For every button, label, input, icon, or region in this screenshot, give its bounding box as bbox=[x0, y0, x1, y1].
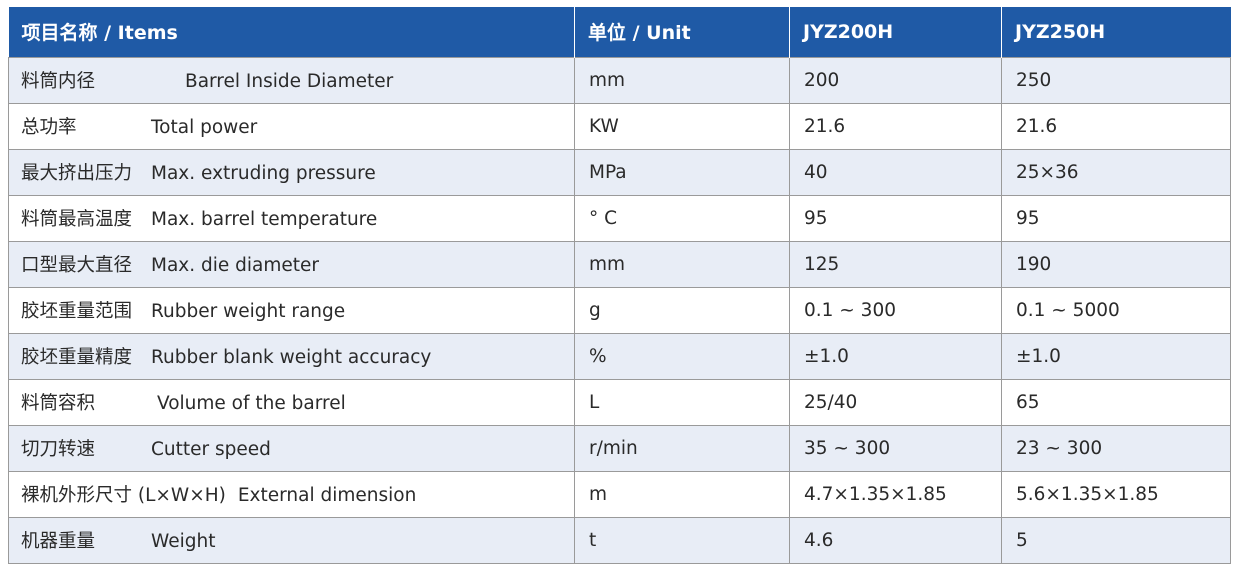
row-item-cell: 最大挤出压力 Max. extruding pressure bbox=[8, 148, 575, 196]
jyz250h-value-cell: 5.6×1.35×1.85 bbox=[1001, 470, 1231, 518]
jyz200h-value-cell: 95 bbox=[789, 194, 1002, 242]
row-item-cell: 料筒最高温度 Max. barrel temperature bbox=[8, 194, 575, 242]
row-item-cell: 切刀转速 Cutter speed bbox=[8, 424, 575, 472]
item-english-label: Rubber weight range bbox=[151, 301, 346, 322]
jyz200h-value-cell: 4.7×1.35×1.85 bbox=[789, 470, 1002, 518]
jyz250h-value-cell: 5 bbox=[1001, 516, 1231, 564]
jyz200h-value-cell: 4.6 bbox=[789, 516, 1002, 564]
unit-cell: mm bbox=[574, 240, 790, 288]
unit-cell: % bbox=[574, 332, 790, 380]
row-item-cell: 口型最大直径 Max. die diameter bbox=[8, 240, 575, 288]
row-item-cell: 总功率 Total power bbox=[8, 102, 575, 150]
item-english-label: Cutter speed bbox=[151, 439, 271, 460]
jyz200h-value-cell: 25/40 bbox=[789, 378, 1002, 426]
item-chinese-label: 机器重量 bbox=[21, 531, 96, 552]
unit-cell: ° C bbox=[574, 194, 790, 242]
header-model-jyz250h: JYZ250H bbox=[1015, 20, 1106, 43]
item-chinese-label: 料筒最高温度 bbox=[21, 209, 133, 230]
row-item-cell: 胶坯重量范围 Rubber weight range bbox=[8, 286, 575, 334]
unit-cell: t bbox=[574, 516, 790, 564]
table-row: 最大挤出压力 Max. extruding pressure MPa 40 25×36 bbox=[8, 148, 1231, 196]
table-row: 料筒内径 Barrel Inside Diameter mm 200 250 bbox=[8, 56, 1231, 104]
item-chinese-label: 胶坯重量范围 bbox=[21, 301, 133, 322]
item-chinese-label: 总功率 bbox=[21, 117, 77, 138]
item-english-label: Barrel Inside Diameter bbox=[185, 71, 394, 92]
table-row: 切刀转速 Cutter speed r/min 35 ~ 300 23 ~ 300 bbox=[8, 424, 1231, 472]
table-row: 口型最大直径 Max. die diameter mm 125 190 bbox=[8, 240, 1231, 288]
row-item-cell: 裸机外形尺寸 (L×W×H) External dimension bbox=[8, 470, 575, 518]
jyz250h-value-cell: 0.1 ~ 5000 bbox=[1001, 286, 1231, 334]
item-english-label: Max. extruding pressure bbox=[151, 163, 376, 184]
table-row: 总功率 Total power KW 21.6 21.6 bbox=[8, 102, 1231, 150]
unit-cell: r/min bbox=[574, 424, 790, 472]
unit-cell: KW bbox=[574, 102, 790, 150]
jyz200h-value-cell: 21.6 bbox=[789, 102, 1002, 150]
table-row: 胶坯重量精度 Rubber blank weight accuracy% ±1.0 ±… bbox=[8, 332, 1231, 380]
table-row: 料筒最高温度 Max. barrel temperature ° C 95 95 bbox=[8, 194, 1231, 242]
table-header: 项目名称 / Items 单位 / Unit JYZ200H JYZ250H bbox=[8, 7, 1231, 57]
jyz250h-value-cell: 250 bbox=[1001, 56, 1231, 104]
spec-table: 项目名称 / Items 单位 / Unit JYZ200H JYZ250H 料… bbox=[8, 7, 1231, 564]
table-row: 胶坯重量范围 Rubber weight range g 0.1 ~ 300 0.1 ~… bbox=[8, 286, 1231, 334]
item-chinese-label: 切刀转速 bbox=[21, 439, 96, 460]
jyz250h-value-cell: 25×36 bbox=[1001, 148, 1231, 196]
jyz250h-value-cell: 95 bbox=[1001, 194, 1231, 242]
jyz200h-value-cell: 40 bbox=[789, 148, 1002, 196]
header-items: 项目名称 / Items bbox=[8, 7, 575, 57]
header-model-jyz200h: JYZ200H bbox=[789, 7, 1002, 57]
item-english-label: External dimension bbox=[237, 485, 417, 506]
item-english-label: Max. barrel temperature bbox=[151, 209, 378, 230]
item-english-label: Rubber blank weight accuracy bbox=[151, 347, 432, 368]
row-item-cell: 胶坯重量精度 Rubber blank weight accuracy bbox=[8, 332, 575, 380]
jyz250h-value-cell: ±1.0 bbox=[1001, 332, 1231, 380]
row-item-cell: 机器重量 Weight bbox=[8, 516, 575, 564]
header-row: 项目名称 / Items 单位 / Unit JYZ200H JYZ250H bbox=[8, 7, 1231, 57]
unit-cell: mm bbox=[574, 56, 790, 104]
row-item-cell: 料筒容积 Volume of the barrel bbox=[8, 378, 575, 426]
table-row: 裸机外形尺寸 (L×W×H) External dimension m 4.7×1.3… bbox=[8, 470, 1231, 518]
jyz250h-value-cell: 65 bbox=[1001, 378, 1231, 426]
table-body: 料筒内径 Barrel Inside Diameter mm 200 250 总功率 Tot… bbox=[8, 56, 1231, 564]
row-item-cell: 料筒内径 Barrel Inside Diameter bbox=[8, 56, 575, 104]
item-english-label: Volume of the barrel bbox=[157, 393, 346, 414]
jyz200h-value-cell: 0.1 ~ 300 bbox=[789, 286, 1002, 334]
unit-cell: g bbox=[574, 286, 790, 334]
jyz200h-value-cell: 200 bbox=[789, 56, 1002, 104]
item-chinese-label: 最大挤出压力 bbox=[21, 163, 133, 184]
item-english-label: Max. die diameter bbox=[151, 255, 320, 276]
table-row: 料筒容积 Volume of the barrel L 25/40 65 bbox=[8, 378, 1231, 426]
item-chinese-label: 裸机外形尺寸 (L×W×H) bbox=[21, 485, 226, 506]
item-english-label: Total power bbox=[151, 117, 258, 138]
item-chinese-label: 口型最大直径 bbox=[21, 255, 133, 276]
unit-cell: m bbox=[574, 470, 790, 518]
jyz250h-value-cell: 23 ~ 300 bbox=[1001, 424, 1231, 472]
jyz250h-value-cell: 21.6 bbox=[1001, 102, 1231, 150]
item-chinese-label: 料筒容积 bbox=[21, 393, 96, 414]
jyz250h-value-cell: 190 bbox=[1001, 240, 1231, 288]
jyz200h-value-cell: ±1.0 bbox=[789, 332, 1002, 380]
item-chinese-label: 胶坯重量精度 bbox=[21, 347, 133, 368]
item-english-label: Weight bbox=[151, 531, 216, 552]
jyz200h-value-cell: 35 ~ 300 bbox=[789, 424, 1002, 472]
unit-cell: MPa bbox=[574, 148, 790, 196]
table-row: 机器重量 Weight t 4.6 5 bbox=[8, 516, 1231, 564]
unit-cell: L bbox=[574, 378, 790, 426]
header-unit: 单位 / Unit bbox=[574, 7, 790, 57]
jyz200h-value-cell: 125 bbox=[789, 240, 1002, 288]
item-chinese-label: 料筒内径 bbox=[21, 71, 96, 92]
